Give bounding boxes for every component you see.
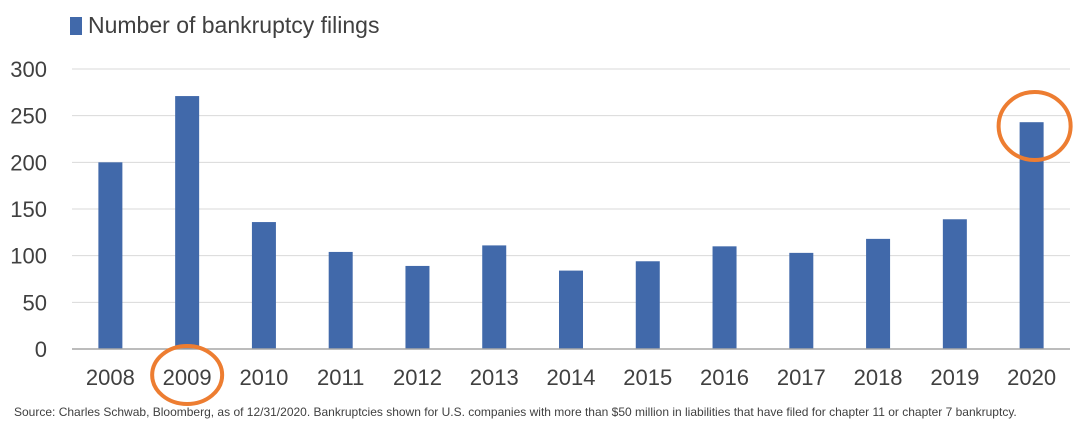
- x-tick-label: 2016: [700, 365, 749, 390]
- bar-2010: [251, 222, 276, 349]
- x-tick-label: 2017: [777, 365, 826, 390]
- x-tick-label: 2009: [163, 365, 212, 390]
- highlight-circle-2009: [150, 344, 225, 406]
- legend-label: Number of bankruptcy filings: [88, 12, 380, 38]
- x-tick-label: 2008: [86, 365, 135, 390]
- bar-2020: [1019, 122, 1044, 349]
- y-tick-label: 200: [10, 150, 47, 175]
- x-tick-label: 2012: [393, 365, 442, 390]
- y-tick-label: 50: [23, 290, 47, 315]
- bar-2009: [175, 96, 200, 349]
- x-tick-label: 2020: [1007, 365, 1056, 390]
- y-tick-label: 300: [10, 57, 47, 82]
- x-tick-label: 2014: [547, 365, 596, 390]
- bar-2011: [328, 251, 353, 349]
- bar-2012: [405, 265, 430, 349]
- bar-2019: [942, 219, 967, 349]
- bar-2017: [789, 252, 814, 349]
- x-tick-label: 2019: [930, 365, 979, 390]
- bar-2008: [98, 162, 123, 349]
- x-tick-label: 2013: [470, 365, 519, 390]
- x-tick-label: 2015: [623, 365, 672, 390]
- bar-2013: [482, 245, 507, 349]
- bar-2016: [712, 246, 737, 349]
- chart-legend: Number of bankruptcy filings: [70, 12, 379, 39]
- bar-2014: [559, 270, 583, 349]
- y-tick-label: 0: [35, 337, 47, 362]
- x-tick-label: 2011: [317, 365, 364, 390]
- legend-swatch: [70, 16, 82, 35]
- bar-2018: [866, 238, 891, 349]
- x-tick-label: 2018: [854, 365, 903, 390]
- y-tick-label: 100: [10, 244, 47, 269]
- source-note: Source: Charles Schwab, Bloomberg, as of…: [14, 405, 1017, 419]
- y-tick-label: 250: [10, 104, 47, 129]
- highlight-circle-2020: [996, 90, 1073, 162]
- x-tick-label: 2010: [239, 365, 288, 390]
- y-tick-label: 150: [10, 197, 47, 222]
- bar-2015: [635, 261, 660, 349]
